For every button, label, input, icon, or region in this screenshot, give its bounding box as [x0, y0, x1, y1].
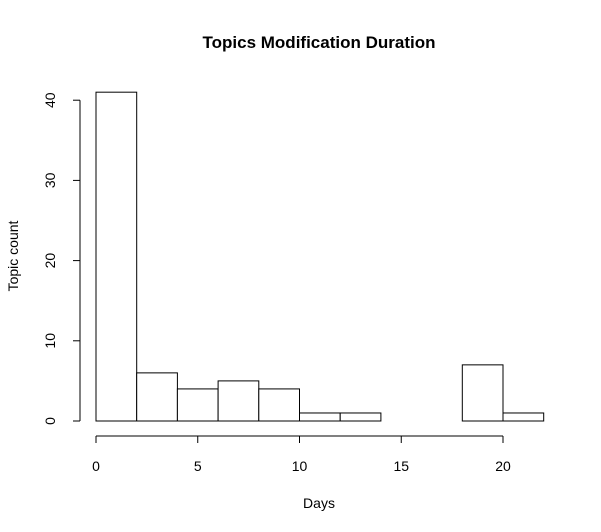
- y-axis: 0 10 20 30 40: [42, 92, 81, 425]
- bars-group: [95, 91, 545, 422]
- y-tick-label-40: 40: [42, 92, 58, 108]
- x-tick-label-20: 20: [495, 458, 511, 474]
- x-tick-label-10: 10: [292, 458, 308, 474]
- histogram-bar-3: [217, 380, 260, 422]
- histogram-bar-9: [461, 364, 504, 422]
- histogram-bar-5: [299, 412, 341, 422]
- x-axis-label: Days: [303, 495, 335, 511]
- x-tick-label-5: 5: [194, 458, 202, 474]
- x-axis: 0 5 10 15 20: [92, 435, 511, 474]
- x-tick-label-15: 15: [393, 458, 409, 474]
- y-tick-label-10: 10: [42, 333, 58, 349]
- y-tick-label-30: 30: [42, 172, 58, 188]
- histogram-bar-6: [339, 412, 382, 422]
- chart-title: Topics Modification Duration: [203, 33, 436, 52]
- y-axis-label: Topic count: [5, 220, 21, 291]
- histogram-bar-4: [258, 388, 300, 422]
- histogram-bar-1: [136, 372, 178, 422]
- histogram-bar-0: [95, 91, 138, 422]
- x-tick-label-0: 0: [92, 458, 100, 474]
- histogram-bar-2: [176, 388, 219, 422]
- histogram-bar-10: [502, 412, 545, 422]
- y-tick-label-20: 20: [42, 253, 58, 269]
- y-tick-label-0: 0: [42, 417, 58, 425]
